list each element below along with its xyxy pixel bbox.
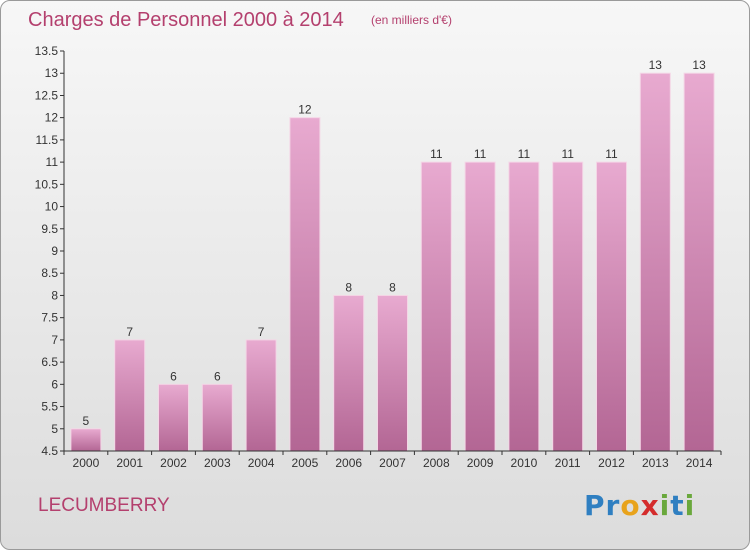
bar-value-label: 12 (298, 103, 312, 117)
y-tick-label: 13.5 (35, 44, 59, 58)
y-tick-label: 4.5 (41, 444, 58, 458)
bar-value-label: 11 (474, 147, 487, 161)
x-tick-label: 2007 (379, 456, 406, 470)
y-tick-label: 8 (51, 288, 58, 302)
bar (114, 339, 146, 452)
bar (289, 117, 321, 452)
y-tick-label: 8.5 (41, 266, 58, 280)
chart-title: Charges de Personnel 2000 à 2014 (28, 9, 344, 31)
bar (158, 383, 189, 452)
axes-group: 4.5 5 5.5 6 6.5 7 7.5 8 8.5 9 9.5 10 10.5 11 11.5 12 12.… (35, 44, 722, 470)
brand-letter: i (684, 489, 696, 522)
y-tick-label: 13 (45, 66, 59, 80)
x-tick-label: 2014 (686, 456, 713, 470)
bar-value-label: 5 (83, 414, 90, 428)
brand-letter: i (659, 489, 671, 522)
bar-value-label: 7 (126, 325, 133, 339)
bar-value-label: 11 (561, 147, 574, 161)
x-tick-label: 2003 (204, 456, 231, 470)
chart-subtitle: (en milliers d'€) (371, 13, 452, 27)
x-tick-label: 2000 (73, 456, 100, 470)
bar-value-label: 6 (170, 369, 177, 383)
x-tick-label: 2011 (555, 456, 581, 470)
brand-letter: P (584, 489, 606, 522)
bar-value-label: 13 (692, 58, 706, 72)
bar (464, 161, 496, 452)
y-tick-label: 10 (45, 200, 59, 214)
x-tick-label: 2010 (511, 456, 538, 470)
y-tick-label: 7 (51, 333, 58, 347)
bar (639, 72, 671, 452)
brand-letter: o (620, 489, 641, 522)
bar (596, 161, 627, 452)
y-tick-label: 9 (51, 244, 58, 258)
x-tick-label: 2005 (292, 456, 319, 470)
bar-value-label: 8 (345, 280, 352, 294)
x-tick-label: 2002 (160, 456, 187, 470)
brand-letter: x (640, 489, 660, 522)
y-tick-label: 11 (46, 155, 59, 169)
bar-value-label: 11 (518, 147, 531, 161)
bar (333, 294, 365, 452)
bar-value-label: 11 (430, 147, 443, 161)
bar-value-label: 7 (258, 325, 265, 339)
bar (683, 72, 715, 452)
y-tick-label: 6 (51, 377, 58, 391)
y-tick-label: 6.5 (41, 355, 58, 369)
y-tick-label: 5 (51, 422, 58, 436)
x-tick-label: 2001 (116, 456, 143, 470)
commune-name: LECUMBERRY (38, 495, 170, 516)
y-tick-label: 5.5 (41, 400, 58, 414)
y-tick-label: 12.5 (35, 88, 59, 102)
x-tick-label: 2008 (423, 456, 450, 470)
x-tick-label: 2013 (642, 456, 669, 470)
x-tick-label: 2006 (335, 456, 362, 470)
bar (201, 383, 233, 452)
bar (508, 161, 540, 452)
x-tick-label: 2012 (598, 456, 625, 470)
y-tick-label: 9.5 (41, 222, 58, 236)
bar-value-label: 6 (214, 369, 221, 383)
bar-value-label: 8 (389, 280, 396, 294)
bar-value-label: 11 (605, 147, 618, 161)
y-tick-label: 11.5 (36, 133, 59, 147)
bar-value-label: 13 (649, 58, 663, 72)
bars-group: 5 7 6 6 7 12 8 8 11 11 11 11 11 13 13 (70, 58, 715, 452)
bar (552, 161, 584, 452)
x-tick-label: 2004 (248, 456, 275, 470)
brand-logo: Proxiti (584, 489, 695, 522)
brand-letter: r (605, 489, 621, 522)
y-tick-label: 10.5 (35, 177, 59, 191)
bar (70, 428, 102, 452)
x-tick-label: 2009 (467, 456, 494, 470)
bar (377, 294, 408, 452)
brand-letter: t (670, 489, 685, 522)
y-tick-label: 12 (45, 111, 59, 125)
bar (245, 339, 277, 452)
y-tick-label: 7.5 (41, 311, 58, 325)
bar (420, 161, 452, 452)
